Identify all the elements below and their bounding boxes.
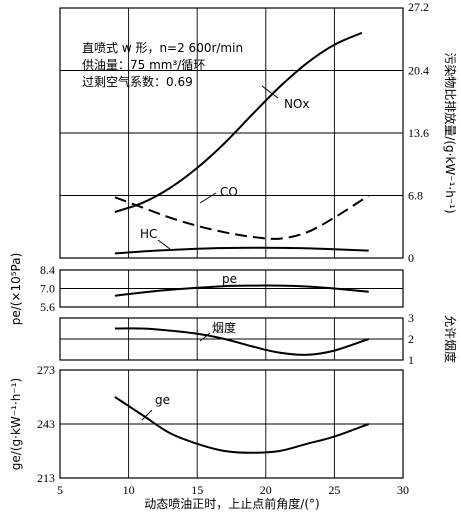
series-line-ge: [114, 396, 370, 454]
x-tick-label: 20: [260, 483, 272, 497]
series-line-pe: [114, 284, 369, 297]
y-tick-label: 213: [37, 471, 55, 485]
gridlines: [60, 8, 403, 478]
x-tick-label: 15: [191, 483, 203, 497]
x-tick-label: 25: [328, 483, 340, 497]
y-tick-label: 27.2: [408, 0, 429, 14]
y-tick-label: 1: [408, 353, 414, 367]
series-line-HC: [114, 246, 369, 255]
series-line-NOx: [114, 31, 363, 213]
tick-labels: 5 10 15 20 25 30 27.2 20.4 13.6 6.8 0 8.4 7.0 5.6 3 2 1 2…: [37, 0, 429, 497]
ge-ylabel: ge/(g·kW⁻¹·h⁻¹): [9, 378, 23, 470]
x-tick-label: 30: [397, 483, 409, 497]
series-label-co: CO: [220, 185, 238, 199]
y-tick-label: 5.6: [40, 300, 55, 314]
annotation-line-2: 供油量：75 mm³/循环: [82, 58, 205, 72]
y-tick-label: 2: [408, 332, 414, 346]
series-label-nox: NOx: [284, 97, 310, 111]
smoke-ylabel: 允许烟度: [443, 315, 458, 363]
y-tick-label: 7.0: [40, 282, 55, 296]
annotation-line-3: 过剩空气系数：0.69: [82, 74, 193, 89]
series-label-smoke: 烟度: [212, 320, 236, 335]
y-tick-label: 0: [408, 251, 414, 265]
series-label-pe: pe: [222, 272, 237, 286]
co-leader-line: [199, 192, 217, 204]
y-tick-label: 8.4: [40, 263, 55, 277]
hc-leader-line: [157, 239, 171, 250]
series-line-CO: [114, 194, 370, 240]
x-tick-label: 5: [57, 483, 63, 497]
ge-leader-line: [141, 409, 153, 421]
series-line-烟度: [114, 327, 370, 356]
y-tick-label: 273: [37, 363, 55, 377]
y-tick-label: 13.6: [408, 126, 429, 140]
y-tick-label: 3: [408, 311, 414, 325]
series-label-hc: HC: [140, 227, 157, 241]
annotation-line-1: 直喷式 w 形，n=2 600r/min: [82, 41, 243, 55]
emissions-ylabel: 污染物比排放量/(g·kW⁻¹·h⁻¹): [443, 52, 458, 213]
y-tick-label: 6.8: [408, 189, 423, 203]
pe-ylabel: pe/(×10⁵Pa): [9, 253, 23, 326]
smoke-leader-line: [199, 332, 211, 342]
x-tick-label: 10: [123, 483, 135, 497]
nox-leader-line: [261, 85, 279, 99]
y-tick-label: 20.4: [408, 64, 429, 78]
series-label-ge: ge: [155, 393, 170, 407]
x-axis-label: 动态喷油正时，上止点前角度/(°): [144, 496, 319, 511]
data-curves: [114, 31, 370, 454]
y-tick-label: 243: [37, 417, 55, 431]
